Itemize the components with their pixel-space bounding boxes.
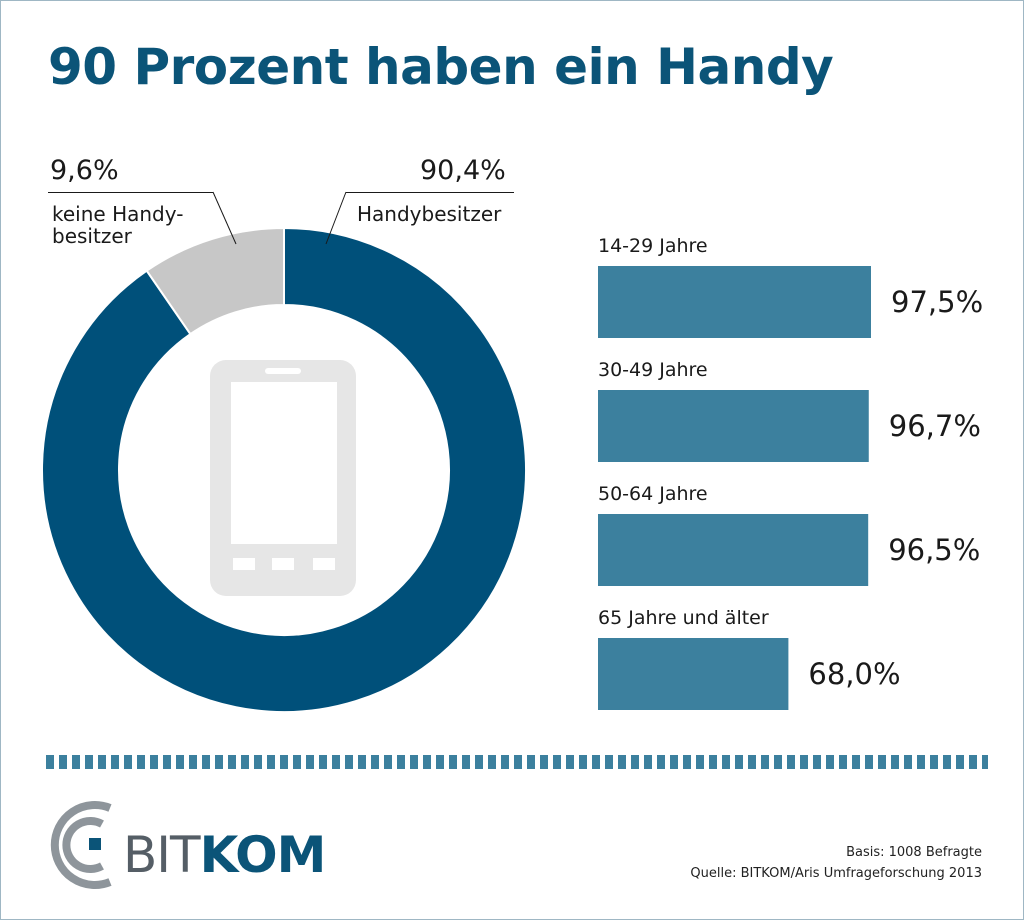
slice-label-owner: Handybesitzer — [357, 202, 502, 226]
age-bar-chart: 14-29 Jahre 97,5% 30-49 Jahre 96,7% 50-64 Ja… — [598, 235, 983, 710]
donut-chart — [41, 226, 527, 713]
bar-category-label: 14-29 Jahre — [598, 235, 708, 257]
footer-source: Quelle: BITKOM/Aris Umfrageforschung 201… — [690, 866, 982, 881]
leader-diagonal-no-phone — [212, 191, 237, 245]
bar-value-label: 96,5% — [888, 533, 980, 567]
smartphone-icon — [210, 360, 356, 596]
logo-text-bit: BIT — [123, 826, 201, 884]
bar-category-label: 65 Jahre und älter — [598, 607, 769, 629]
bar-category-label: 50-64 Jahre — [598, 483, 708, 505]
leader-line-no-phone — [48, 192, 213, 193]
bar-value-label: 97,5% — [891, 285, 983, 319]
bar — [598, 266, 871, 338]
bar-value-label: 96,7% — [889, 409, 981, 443]
bar — [598, 514, 869, 586]
leader-line-owner — [346, 192, 514, 193]
slice-label-no-phone: keine Handy- besitzer — [52, 203, 183, 247]
bar — [598, 390, 869, 462]
leader-diagonal-owner — [325, 191, 347, 245]
slice-label-no-phone-line-1: keine Handy- — [52, 202, 184, 226]
dashed-divider — [46, 755, 988, 769]
bar-value-label: 68,0% — [808, 657, 900, 691]
chart-title: 90 Prozent haben ein Handy — [48, 38, 834, 96]
slice-value-label-no-phone: 9,6% — [50, 155, 119, 186]
donut-slice-owner — [41, 226, 527, 713]
bitkom-logo-mark — [50, 801, 112, 889]
bar-category-label: 30-49 Jahre — [598, 359, 708, 381]
bitkom-logo-text: BITKOM — [123, 826, 327, 884]
slice-value-label-owner: 90,4% — [420, 155, 506, 186]
donut-slice-no-phone — [145, 226, 285, 336]
logo-text-kom: KOM — [199, 826, 327, 884]
slice-label-no-phone-line-2: besitzer — [52, 224, 132, 248]
footer-basis: Basis: 1008 Befragte — [846, 845, 982, 860]
bar — [598, 638, 789, 710]
